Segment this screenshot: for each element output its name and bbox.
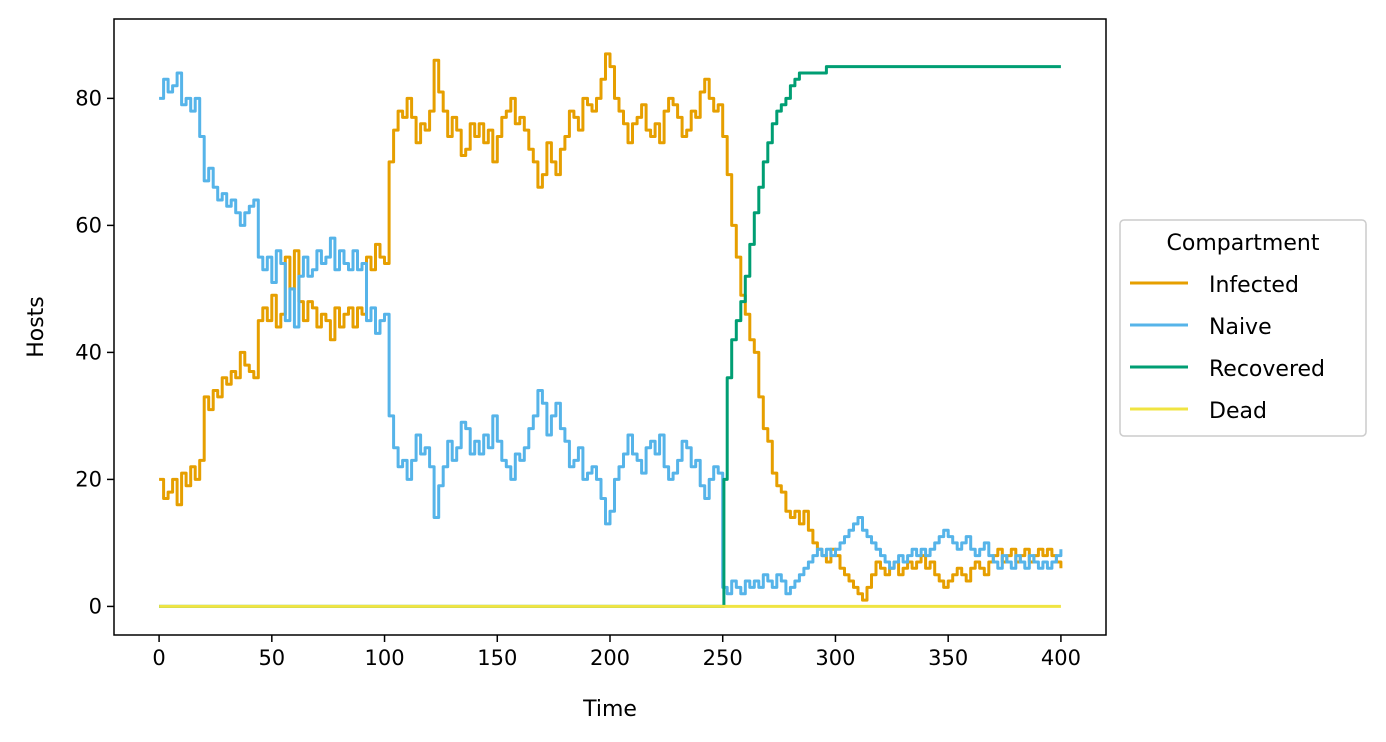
series-line-naive [159,71,1063,596]
x-tick-label: 350 [928,646,968,670]
legend-box [1119,219,1367,437]
x-axis-label: Time [582,697,637,722]
x-tick-label: 250 [703,646,743,670]
x-tick-label: 200 [590,646,630,670]
series-line-infected [159,52,1063,602]
y-tick-label: 60 [75,213,102,237]
legend-label-dead: Dead [1209,399,1267,424]
legend: Compartment Infected Naive Recovered Dead [1119,219,1367,437]
x-tick-label: 300 [815,646,855,670]
y-tick-label: 80 [75,86,102,110]
y-tick-label: 40 [75,340,102,364]
x-tick-label: 150 [477,646,517,670]
legend-title: Compartment [1167,231,1320,256]
x-tick-label: 100 [364,646,404,670]
series-layer [159,52,1063,608]
x-tick-label: 50 [258,646,285,670]
legend-label-recovered: Recovered [1209,357,1325,382]
legend-label-naive: Naive [1209,315,1272,340]
x-tick-label: 400 [1041,646,1081,670]
y-axis: 0 20 40 60 80 [75,86,114,618]
legend-label-infected: Infected [1209,273,1299,298]
y-axis-label: Hosts [24,296,49,358]
y-tick-label: 20 [75,467,102,491]
y-tick-label: 0 [89,594,102,618]
series-line-recovered [159,65,1061,608]
x-axis: 0 50 100 150 200 250 300 350 400 [152,635,1081,670]
x-tick-label: 0 [152,646,165,670]
